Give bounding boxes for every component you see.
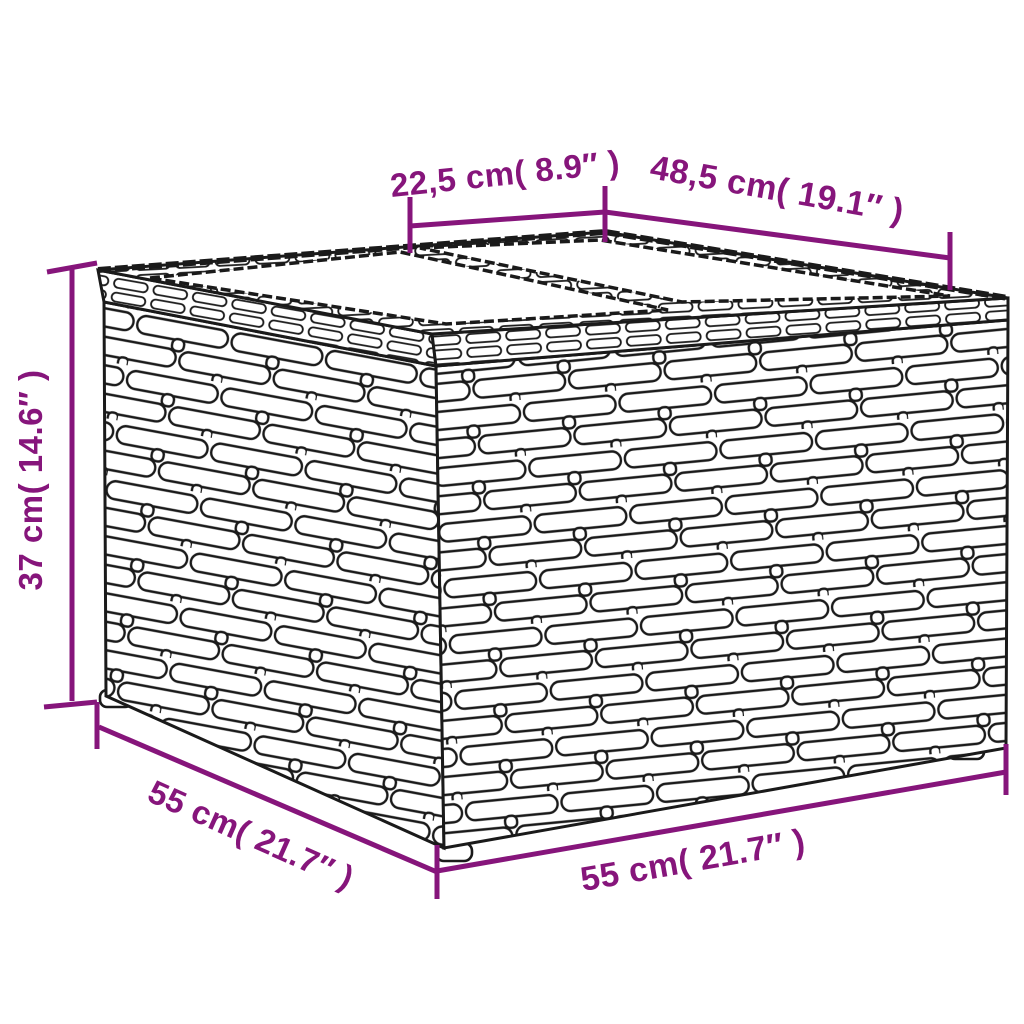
glass-panel-front — [149, 250, 669, 326]
wicker-right-face — [434, 318, 1010, 850]
dimension-label-height: 37 cm( 14.6″ ) — [12, 369, 49, 591]
dimension-line-width — [436, 769, 1007, 874]
dimension-line-depth — [98, 724, 438, 875]
dimension-line-glass-large — [604, 209, 951, 261]
wicker-left-face — [102, 300, 446, 851]
dimension-line-glass-small — [409, 209, 606, 229]
table-top-face — [97, 230, 1009, 336]
tick-height-bottom — [43, 699, 98, 710]
glass-panel-back — [419, 238, 951, 304]
dimension-lines — [43, 186, 1009, 899]
